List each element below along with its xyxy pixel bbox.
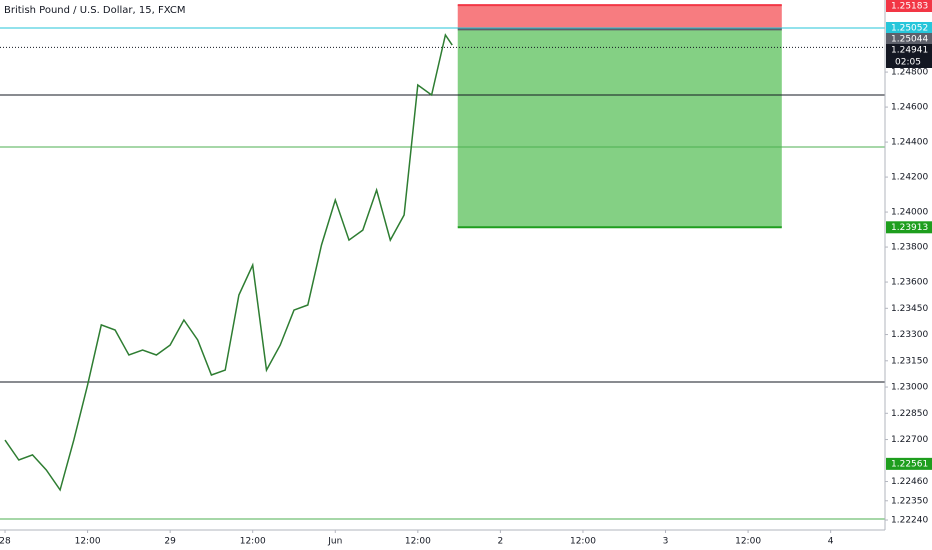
countdown-box xyxy=(886,55,932,68)
price-line xyxy=(4,33,453,492)
x-tick-label: 4 xyxy=(828,537,834,547)
price-tag: 1.25044 xyxy=(886,32,932,45)
x-tick-label: 28 xyxy=(0,537,11,547)
price-tag-label: 1.25044 xyxy=(891,34,928,44)
x-tick-label: 2 xyxy=(498,537,504,547)
stop-zone xyxy=(457,5,782,30)
x-tick-label: 12:00 xyxy=(75,537,101,547)
x-tick-label: 12:00 xyxy=(570,537,596,547)
x-tick-label: 29 xyxy=(164,537,176,547)
x-tick-label: 12:00 xyxy=(735,537,761,547)
target-zone xyxy=(457,29,782,228)
plot xyxy=(0,4,885,520)
y-tick-label: 1.24800 xyxy=(891,68,928,78)
price-tag-box xyxy=(886,0,932,12)
x-tick-label: 12:00 xyxy=(405,537,431,547)
price-tag-label: 1.25183 xyxy=(891,2,928,12)
x-tick-label: 3 xyxy=(663,537,669,547)
price-tag-label: 1.24941 xyxy=(891,45,928,55)
price-tag: 1.22561 xyxy=(886,457,932,470)
y-tick-label: 1.23600 xyxy=(891,278,928,288)
price-tag-box xyxy=(886,457,932,470)
price-tag-label: 1.25052 xyxy=(891,23,928,33)
y-tick-label: 1.22700 xyxy=(891,435,928,445)
price-tag-box xyxy=(886,221,932,234)
price-tag-label: 1.22561 xyxy=(891,459,928,469)
y-tick-label: 1.23000 xyxy=(891,383,928,393)
price-tag-box xyxy=(886,21,932,34)
y-tick-label: 1.24200 xyxy=(891,173,928,183)
chart-title: British Pound / U.S. Dollar, 15, FXCM xyxy=(4,5,185,16)
y-tick-label: 1.22850 xyxy=(891,409,928,419)
y-tick-label: 1.23800 xyxy=(891,243,928,253)
price-tag-box xyxy=(886,43,932,56)
y-tick-label: 1.23150 xyxy=(891,356,928,366)
y-tick-label: 1.22460 xyxy=(891,477,928,487)
x-tick-label: 12:00 xyxy=(240,537,266,547)
price-tag: 1.23913 xyxy=(886,221,932,234)
price-tag-box xyxy=(886,32,932,45)
price-tag-label: 1.23913 xyxy=(891,223,928,233)
y-tick-label: 1.24400 xyxy=(891,138,928,148)
price-tag: 1.25052 xyxy=(886,21,932,34)
y-tick-label: 1.22350 xyxy=(891,496,928,506)
x-tick-label: Jun xyxy=(327,537,342,547)
y-tick-label: 1.24000 xyxy=(891,208,928,218)
y-tick-label: 1.23300 xyxy=(891,330,928,340)
price-tag: 1.25183 xyxy=(886,0,932,12)
countdown-label: 02:05 xyxy=(895,57,921,67)
y-tick-label: 1.23450 xyxy=(891,304,928,314)
y-tick-label: 1.22240 xyxy=(891,516,928,526)
price-tag: 1.24941 02:05 xyxy=(886,43,932,68)
y-tick-label: 1.24600 xyxy=(891,103,928,113)
